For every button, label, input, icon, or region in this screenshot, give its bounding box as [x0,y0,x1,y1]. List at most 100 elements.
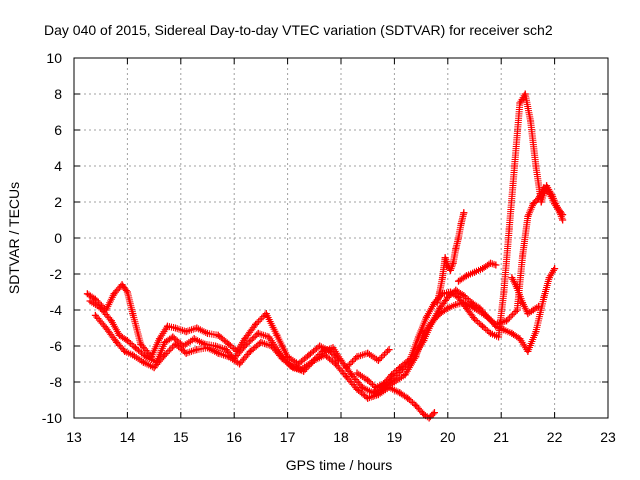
data-point [428,319,436,327]
data-point [545,274,553,282]
data-point [476,304,484,312]
data-point [529,200,537,208]
data-point [412,401,420,409]
data-point [123,288,131,296]
data-point [305,351,313,359]
y-tick-label: -2 [50,266,63,282]
data-point [471,315,478,323]
data-point [246,347,254,355]
data-point [212,342,220,350]
x-tick-label: 16 [226,429,242,445]
data-point [513,306,521,314]
x-tick-label: 13 [66,429,82,445]
data-point [193,346,201,354]
data-point [449,259,457,267]
y-tick-label: -10 [42,410,62,426]
data-point [444,304,452,312]
data-point [342,373,350,381]
y-tick-label: 2 [54,194,62,210]
data-point [457,220,465,228]
data-point [150,364,158,372]
data-point [452,245,460,253]
data-point [374,356,382,364]
data-point [316,342,324,350]
data-point [524,310,532,318]
series-trace-6 [377,265,559,391]
data-point [262,310,270,318]
data-point [222,346,230,354]
data-point [540,293,548,301]
data-point [163,322,171,330]
data-point [278,355,286,363]
ticks: 13 14 15 16 17 18 19 20 21 22 23 -10 -8 -6 -4 -2 0 2 4 6 8 10 [42,50,616,445]
data-point [214,331,222,339]
data-point [454,234,462,242]
data-point [396,389,404,397]
data-point [137,340,145,348]
data-point [310,356,318,364]
data-point [484,313,492,321]
data-point [492,322,500,330]
data-point [169,333,177,341]
data-point [193,324,201,332]
data-point [353,353,361,361]
data-point [121,347,129,355]
data-point [190,335,198,343]
x-tick-label: 18 [333,429,349,445]
data-point [433,299,441,307]
x-axis-label: GPS time / hours [286,457,393,473]
data-point [511,162,519,170]
data-point [532,162,540,170]
data-point [529,306,537,314]
x-tick-label: 23 [600,429,616,445]
data-point [364,394,372,402]
data-point [123,337,131,345]
data-point [409,355,417,363]
data-point [479,265,487,273]
data-point [516,99,524,107]
data-point [487,329,495,337]
data-point [131,344,139,352]
chart-title: Day 040 of 2015, Sidereal Day-to-day VTE… [44,22,553,38]
data-point [171,340,179,348]
data-point [495,333,503,341]
data-point [471,268,478,276]
series-trace-10 [342,346,393,372]
data-point [505,225,513,233]
data-point [97,304,105,312]
data-point [503,317,511,325]
data-point [204,329,211,337]
series-trace-8 [454,259,500,285]
data-point [521,90,529,98]
data-point [535,302,543,310]
data-point [487,259,495,267]
data-point [420,410,428,418]
data-point [318,347,326,355]
y-tick-label: 6 [54,122,62,138]
data-point [252,320,260,328]
x-tick-label: 20 [440,429,456,445]
data-point [500,326,508,334]
data-point [129,351,137,359]
data-point [155,335,163,343]
data-point [385,346,393,354]
data-point [436,304,444,312]
data-point [171,324,179,332]
data-point [460,209,468,217]
data-point [452,301,460,309]
data-point [468,299,476,307]
data-point [377,383,385,391]
y-tick-label: 10 [46,50,62,66]
data-point [436,288,444,296]
data-point [444,261,452,269]
data-point [559,216,567,224]
data-point [139,358,147,366]
series-trace-7 [433,209,468,307]
data-point [118,281,126,289]
x-tick-label: 14 [120,429,136,445]
data-point [107,317,115,325]
data-layer [83,90,567,422]
y-tick-label: 0 [54,230,62,246]
data-point [479,322,487,330]
